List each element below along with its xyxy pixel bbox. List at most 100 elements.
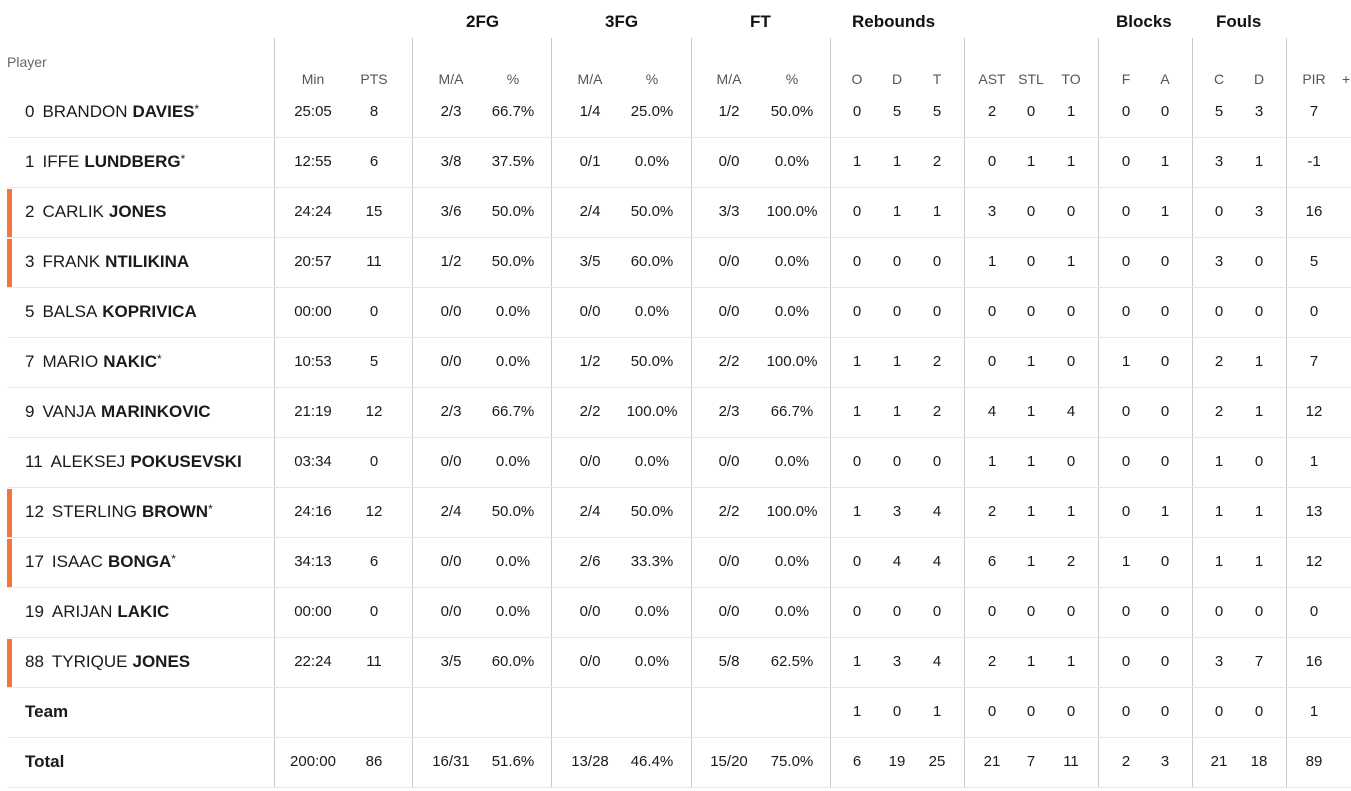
group-header-fouls: Fouls	[1216, 12, 1262, 31]
column-header[interactable]: +	[1342, 71, 1351, 87]
stat-cell: 0	[1066, 353, 1076, 370]
player-name[interactable]: 3 FRANK NTILIKINA	[25, 252, 189, 272]
table-row: 5 BALSA KOPRIVICA 00:00 0 0/0 0.0% 0/0 0.0% 0/0 0.…	[7, 288, 1351, 338]
player-number: 11	[25, 452, 43, 471]
column-header[interactable]: D	[1253, 71, 1265, 87]
column-header[interactable]: M/A	[438, 71, 464, 87]
stat-cell: 1	[1254, 553, 1264, 570]
column-header[interactable]: AST	[978, 71, 1006, 87]
stat-cell: 1	[932, 203, 942, 220]
stat-cell: 0	[1160, 703, 1170, 720]
player-name[interactable]: 1 IFFE LUNDBERG*	[25, 152, 185, 172]
player-name[interactable]: 12 STERLING BROWN*	[25, 502, 213, 522]
column-header[interactable]: PTS	[360, 71, 388, 87]
stat-cell: 50.0%	[630, 353, 674, 370]
player-number: 1	[25, 152, 35, 171]
stat-cell: 1	[1026, 503, 1036, 520]
player-column-header[interactable]: Player	[7, 54, 47, 70]
stat-cell: 16	[1305, 203, 1323, 220]
stat-cell: 00:00	[294, 303, 332, 320]
player-number: 0	[25, 102, 35, 121]
stat-cell: 2	[932, 403, 942, 420]
column-header[interactable]: TO	[1061, 71, 1081, 87]
stat-cell: 5	[1214, 103, 1224, 120]
stat-cell: 0	[1254, 603, 1264, 620]
stat-cell: 0	[1066, 453, 1076, 470]
column-header[interactable]: O	[851, 71, 863, 87]
stat-cell: 0	[1160, 303, 1170, 320]
stat-cell: 4	[932, 553, 942, 570]
stat-cell: 0	[987, 353, 997, 370]
stat-cell: 1	[1121, 553, 1131, 570]
stat-cell: 1	[852, 653, 862, 670]
group-header-3fg: 3FG	[605, 12, 639, 31]
stat-cell: 3/5	[579, 253, 601, 270]
player-number: 7	[25, 352, 35, 371]
stat-cell: 0	[1026, 203, 1036, 220]
stat-cell: 3	[1254, 103, 1264, 120]
column-header[interactable]: A	[1160, 71, 1170, 87]
column-header[interactable]: C	[1213, 71, 1225, 87]
column-header[interactable]: %	[645, 71, 659, 87]
player-name[interactable]: 9 VANJA MARINKOVIC	[25, 402, 211, 422]
stat-cell: 1	[1214, 503, 1224, 520]
stat-cell: 0.0%	[495, 453, 531, 470]
column-header[interactable]: T	[932, 71, 942, 87]
player-name[interactable]: 19 ARIJAN LAKIC	[25, 602, 169, 622]
player-name[interactable]: 7 MARIO NAKIC*	[25, 352, 162, 372]
column-divider	[691, 38, 692, 787]
stat-cell: 0	[1160, 403, 1170, 420]
stat-cell: 5	[369, 353, 379, 370]
column-header[interactable]: PIR	[1302, 71, 1326, 87]
stat-cell: 5/8	[718, 653, 740, 670]
stat-cell: 4	[932, 503, 942, 520]
player-name[interactable]: 2 CARLIK JONES	[25, 202, 167, 222]
stat-cell: 11	[366, 253, 382, 270]
stat-cell: 2/3	[718, 403, 740, 420]
player-name[interactable]: 0 BRANDON DAVIES*	[25, 102, 199, 122]
stat-cell: 11	[366, 653, 382, 670]
stat-cell: 0.0%	[634, 653, 670, 670]
stat-cell: 50.0%	[630, 203, 674, 220]
table-row: 2 CARLIK JONES 24:24 15 3/6 50.0% 2/4 50.0% 3/3 10…	[7, 188, 1351, 238]
stat-cell: 0	[1121, 653, 1131, 670]
stat-cell: 1	[852, 403, 862, 420]
stat-cell: 12	[365, 503, 383, 520]
player-name[interactable]: 11 ALEKSEJ POKUSEVSKI	[25, 452, 242, 472]
stat-cell: 1	[1066, 153, 1076, 170]
stat-cell: 00:00	[294, 603, 332, 620]
column-header[interactable]: %	[506, 71, 520, 87]
stat-cell: 0/0	[579, 303, 601, 320]
stat-cell: 20:57	[294, 253, 332, 270]
starter-marker	[7, 539, 12, 587]
column-header[interactable]: STL	[1018, 71, 1044, 87]
stat-cell: 50.0%	[770, 103, 814, 120]
player-last-name: POKUSEVSKI	[130, 452, 242, 471]
stat-cell: 21	[1210, 753, 1228, 770]
stat-cell: 0	[1026, 303, 1036, 320]
stat-cell: 4	[892, 553, 902, 570]
player-first-name: IFFE	[42, 152, 80, 171]
stat-cell: 12	[365, 403, 383, 420]
stat-cell: 1	[892, 203, 902, 220]
stat-cell: 0	[1026, 103, 1036, 120]
player-star: *	[208, 502, 213, 516]
stat-cell: 37.5%	[491, 153, 535, 170]
stat-cell: 0	[1066, 703, 1076, 720]
player-name[interactable]: 5 BALSA KOPRIVICA	[25, 302, 197, 322]
column-header[interactable]: Min	[301, 71, 325, 87]
stat-cell: 0	[932, 603, 942, 620]
stat-cell: 2/4	[440, 503, 462, 520]
column-header[interactable]: D	[891, 71, 903, 87]
player-name[interactable]: 88 TYRIQUE JONES	[25, 652, 190, 672]
column-header[interactable]: M/A	[577, 71, 603, 87]
player-star: *	[171, 552, 176, 566]
player-name[interactable]: 17 ISAAC BONGA*	[25, 552, 176, 572]
column-header[interactable]: M/A	[716, 71, 742, 87]
stat-cell: 3	[892, 503, 902, 520]
starter-marker	[7, 639, 12, 687]
stat-cell: 0	[1160, 603, 1170, 620]
column-header[interactable]: F	[1121, 71, 1131, 87]
player-number: 5	[25, 302, 35, 321]
column-header[interactable]: %	[785, 71, 799, 87]
